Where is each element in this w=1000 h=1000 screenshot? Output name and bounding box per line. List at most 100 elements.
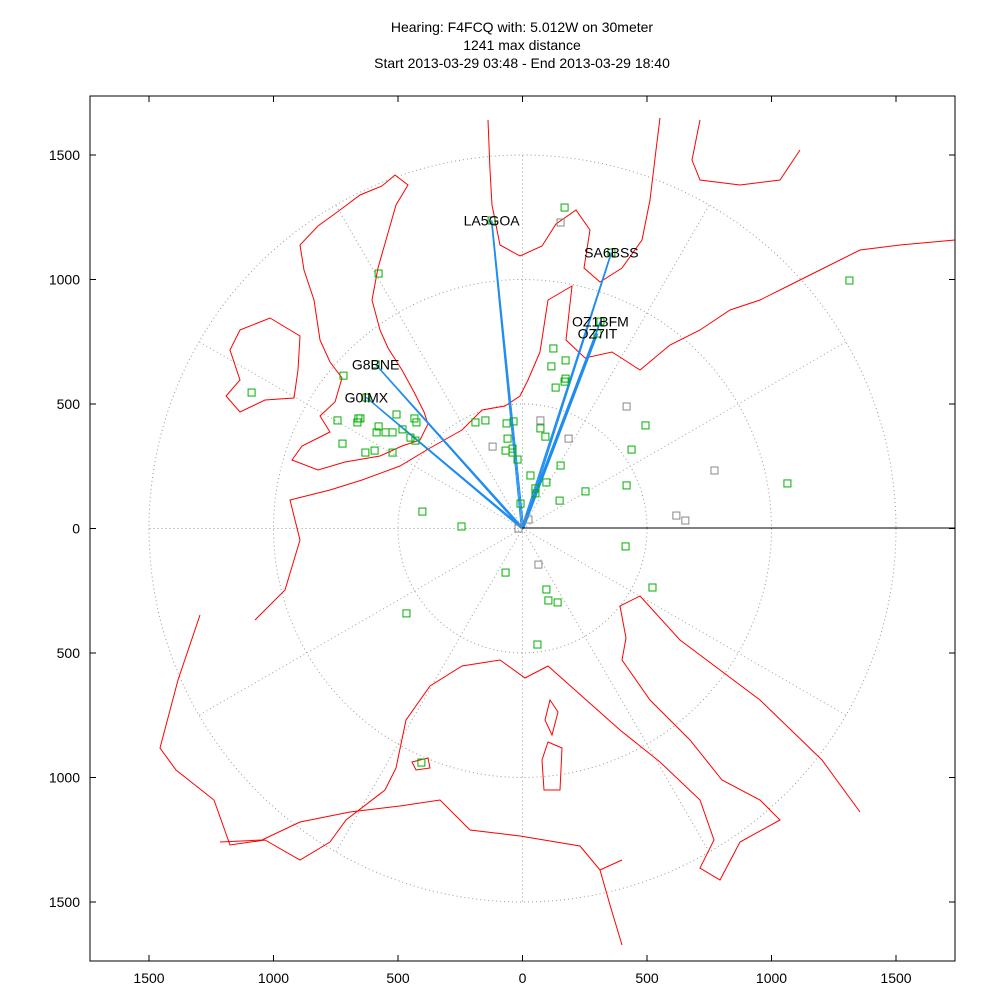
- y-tick-label: 500: [57, 396, 81, 412]
- spot-marker-heard: [372, 428, 381, 437]
- spot-marker-other: [556, 218, 565, 227]
- spot-marker-other: [564, 434, 573, 443]
- spot-marker-heard: [362, 393, 371, 402]
- spot-marker-heard: [339, 371, 348, 380]
- spot-marker-heard: [508, 448, 517, 457]
- spot-marker-heard: [338, 439, 347, 448]
- spot-marker-heard: [553, 598, 562, 607]
- path-line-g8bne: [375, 364, 525, 529]
- x-tick-label: 500: [635, 970, 659, 986]
- spot-marker-heard: [556, 461, 565, 470]
- spot-marker-heard: [593, 329, 602, 338]
- spot-marker-heard: [398, 425, 407, 434]
- spot-marker-heard: [551, 383, 560, 392]
- station-label-g0imx: G0IMX: [345, 390, 389, 406]
- spot-marker-heard: [581, 487, 590, 496]
- path-line-oz7it: [523, 333, 599, 529]
- chart-title-line-1: Hearing: F4FCQ with: 5.012W on 30meter: [391, 19, 654, 35]
- chart-title-line-2: 1241 max distance: [463, 37, 581, 53]
- spot-marker-heard: [353, 418, 362, 427]
- spot-marker-heard: [783, 479, 792, 488]
- spot-marker-heard: [503, 434, 512, 443]
- coast-scandinavia: [487, 117, 801, 283]
- spot-marker-heard: [561, 356, 570, 365]
- spot-marker-heard: [536, 424, 545, 433]
- spot-marker-heard: [560, 377, 569, 386]
- station-label-oz7it: OZ7IT: [578, 326, 618, 342]
- spot-marker-heard: [333, 416, 342, 425]
- spot-marker-heard: [544, 596, 553, 605]
- spot-marker-heard: [596, 317, 605, 326]
- spot-marker-other: [524, 515, 533, 524]
- spot-marker-heard: [531, 484, 540, 493]
- spot-marker-heard: [533, 640, 542, 649]
- spot-marker-other: [681, 516, 690, 525]
- x-tick-label: 0: [519, 970, 527, 986]
- propagation-paths: [365, 220, 613, 529]
- x-tick-label: 1000: [258, 970, 289, 986]
- spot-marker-heard: [388, 428, 397, 437]
- spot-marker-heard: [374, 269, 383, 278]
- coast-north-africa: [219, 799, 623, 946]
- coast-corsica-sardinia: [541, 698, 563, 791]
- spot-marker-heard: [531, 489, 540, 498]
- path-line-g0imx: [366, 397, 525, 529]
- x-tick-label: 1000: [756, 970, 787, 986]
- coast-continent: [254, 239, 955, 621]
- path-line-la5goa: [491, 220, 525, 529]
- spot-marker-heard: [648, 583, 657, 592]
- spot-marker-heard: [457, 522, 466, 531]
- spot-marker-heard: [371, 360, 380, 369]
- chart-title-line-3: Start 2013-03-29 03:48 - End 2013-03-29 …: [374, 55, 670, 71]
- spot-marker-heard: [412, 418, 421, 427]
- spot-marker-heard: [547, 362, 556, 371]
- y-tick-label: 1000: [49, 769, 80, 785]
- y-tick-label: 500: [57, 645, 81, 661]
- spot-marker-heard: [402, 609, 411, 618]
- spot-marker-heard: [622, 481, 631, 490]
- coast-iberia-mediterranean: [159, 595, 861, 881]
- y-tick-label: 1000: [49, 272, 80, 288]
- x-tick-label: 1500: [133, 970, 164, 986]
- x-tick-label: 500: [386, 970, 410, 986]
- y-tick-label: 0: [72, 521, 80, 537]
- spot-marker-heard: [621, 542, 630, 551]
- spot-marker-heard: [411, 436, 420, 445]
- spot-marker-heard: [247, 388, 256, 397]
- spot-marker-heard: [501, 568, 510, 577]
- spot-marker-heard: [555, 496, 564, 505]
- station-label-oz1bfm: OZ1BFM: [572, 314, 629, 330]
- spot-marker-heard: [406, 433, 415, 442]
- spot-marker-heard: [487, 216, 496, 225]
- spot-marker-heard: [481, 416, 490, 425]
- spot-marker-heard: [513, 455, 522, 464]
- coastline-map: [159, 117, 955, 946]
- spot-marker-heard: [627, 445, 636, 454]
- coast-great-britain: [291, 174, 429, 471]
- coast-ireland: [225, 317, 301, 413]
- spot-marker-heard: [542, 585, 551, 594]
- spot-marker-heard: [541, 432, 550, 441]
- axis-ticks: 1500 1000 500 0 500 1000 1500 1500 1000 500 0 500 10…: [49, 96, 955, 986]
- spot-marker-other: [488, 442, 497, 451]
- station-label-la5goa: LA5GOA: [464, 212, 521, 228]
- spot-marker-heard: [418, 507, 427, 516]
- spot-marker-heard: [560, 203, 569, 212]
- spot-marker-other: [536, 416, 545, 425]
- spot-marker-heard: [845, 276, 854, 285]
- spot-marker-heard: [361, 448, 370, 457]
- spot-marker-heard: [641, 421, 650, 430]
- spot-marker-heard: [392, 410, 401, 419]
- y-tick-label: 1500: [49, 147, 80, 163]
- station-label-sa6bss: SA6BSS: [584, 245, 638, 261]
- spot-marker-other: [622, 402, 631, 411]
- spot-markers: [247, 203, 854, 767]
- y-tick-label: 1500: [49, 894, 80, 910]
- spot-marker-heard: [526, 471, 535, 480]
- spot-marker-heard: [561, 374, 570, 383]
- spot-marker-other: [534, 560, 543, 569]
- spot-marker-heard: [417, 758, 426, 767]
- spot-marker-heard: [388, 448, 397, 457]
